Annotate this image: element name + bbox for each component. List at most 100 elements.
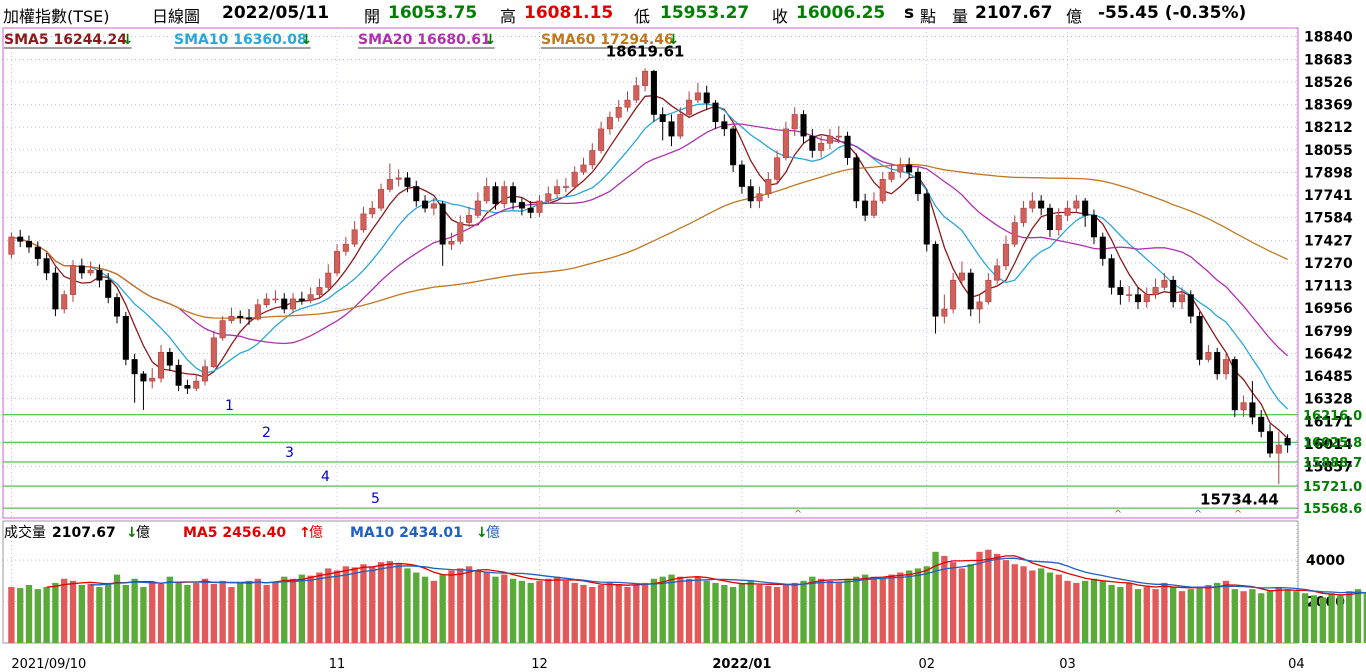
volume-bar [914, 568, 922, 643]
volume-bar [52, 582, 59, 643]
volume-bar [527, 582, 534, 643]
volume-bar [1011, 564, 1018, 643]
candle-body [774, 157, 781, 180]
volume-bar [897, 572, 904, 643]
candle-body [501, 186, 508, 205]
candle-body [800, 114, 807, 137]
volume-bar [492, 576, 499, 643]
volume-bar [993, 553, 1001, 643]
open-value: 16053.75 [388, 3, 478, 23]
candle-body [87, 269, 94, 274]
candle-body [351, 229, 358, 245]
price-tick-label: 18526 [1304, 75, 1353, 91]
ma-legend-sma10: SMA10 16360.08 [174, 32, 307, 48]
volume-bar [61, 578, 68, 643]
volume-bar [949, 562, 957, 643]
candle-body [1275, 444, 1282, 454]
volume-bar [694, 576, 702, 643]
high-label: 高 [500, 7, 517, 26]
volume-bar [298, 574, 306, 643]
sma60-line [11, 163, 1288, 319]
volume-bar [1081, 580, 1089, 643]
volume-bar [201, 578, 209, 643]
candle-body [69, 265, 77, 295]
quote-header: 加權指數(TSE) 日線圖 2022/05/11 開 16053.75 高 16… [0, 0, 1366, 28]
x-tick-label: 04 [1288, 657, 1305, 672]
volume-bar [1046, 572, 1054, 643]
volume-bar [985, 549, 992, 643]
candle-body [254, 304, 261, 320]
candle-body [1126, 294, 1133, 296]
volume-bar [773, 587, 781, 643]
volume-value: 2107.67 [975, 3, 1053, 23]
volume-ma5-unit: 億 [309, 525, 323, 541]
candle-body [642, 70, 649, 86]
volume-bar [536, 580, 543, 643]
volume-bar [360, 564, 367, 643]
volume-bar [245, 580, 253, 643]
candle-body [202, 366, 209, 382]
price-tick-label: 17741 [1304, 188, 1353, 204]
volume-bar [1363, 593, 1366, 643]
volume-panel-border [2, 520, 1299, 644]
candle-body [994, 265, 1001, 281]
candle-body [1055, 215, 1062, 231]
volume-bar [738, 582, 746, 643]
high-value: 16081.15 [524, 3, 614, 23]
candle-body [140, 373, 147, 382]
volume-bar [166, 576, 173, 643]
candle-body [325, 272, 332, 288]
volume-bar [597, 584, 605, 643]
candle-body [1099, 236, 1106, 259]
candle-body [1046, 207, 1053, 231]
candle-body [677, 114, 684, 137]
candle-body [598, 128, 605, 151]
volume-bar [659, 576, 666, 643]
candle-body [1090, 215, 1097, 238]
volume-bar [131, 578, 138, 643]
volume-bar [1055, 574, 1062, 643]
candle-body [290, 298, 297, 310]
candle-body [395, 177, 402, 180]
volume-bar [553, 576, 561, 643]
candle-body [624, 99, 631, 108]
volume-bar [17, 588, 24, 643]
candle-body [105, 279, 112, 298]
candle-body [157, 351, 165, 379]
volume-bar [1073, 582, 1080, 643]
sma5-line [46, 95, 1289, 439]
candle-body [686, 99, 693, 115]
volume-bar [905, 570, 913, 643]
candle-body [404, 177, 411, 187]
volume-bar [351, 567, 358, 643]
candle-body [78, 265, 85, 274]
open-label: 開 [364, 7, 381, 26]
volume-bar [782, 583, 790, 643]
candle-body [932, 243, 939, 317]
volume-bar [1196, 587, 1203, 643]
fib-level-number: 2 [262, 425, 271, 441]
candle-body [298, 298, 305, 301]
volume-bar [34, 589, 41, 643]
volume-legend-unit: 億 [136, 525, 150, 541]
volume-bar [237, 582, 244, 643]
candle-body [413, 186, 420, 202]
volume-bar [272, 581, 279, 643]
candle-body [17, 236, 24, 242]
volume-bar [263, 584, 270, 643]
candle-body [950, 279, 957, 310]
volume-bar [193, 582, 200, 643]
volume-bar [712, 582, 719, 643]
volume-bar [633, 584, 640, 643]
volume-ma10-arrow-icon: ↓ [476, 525, 488, 541]
candle-body [1082, 200, 1089, 216]
volume-bar [377, 562, 385, 643]
candle-body [316, 287, 323, 295]
sma20-line [11, 123, 1289, 357]
price-tick-label: 18369 [1304, 98, 1353, 114]
volume-bar [1029, 570, 1036, 643]
volume-bar [1002, 560, 1010, 643]
candle-body [976, 301, 983, 310]
x-tick-label: 03 [1059, 657, 1076, 672]
ma-legend-sma20: SMA20 16680.61 [358, 32, 491, 48]
